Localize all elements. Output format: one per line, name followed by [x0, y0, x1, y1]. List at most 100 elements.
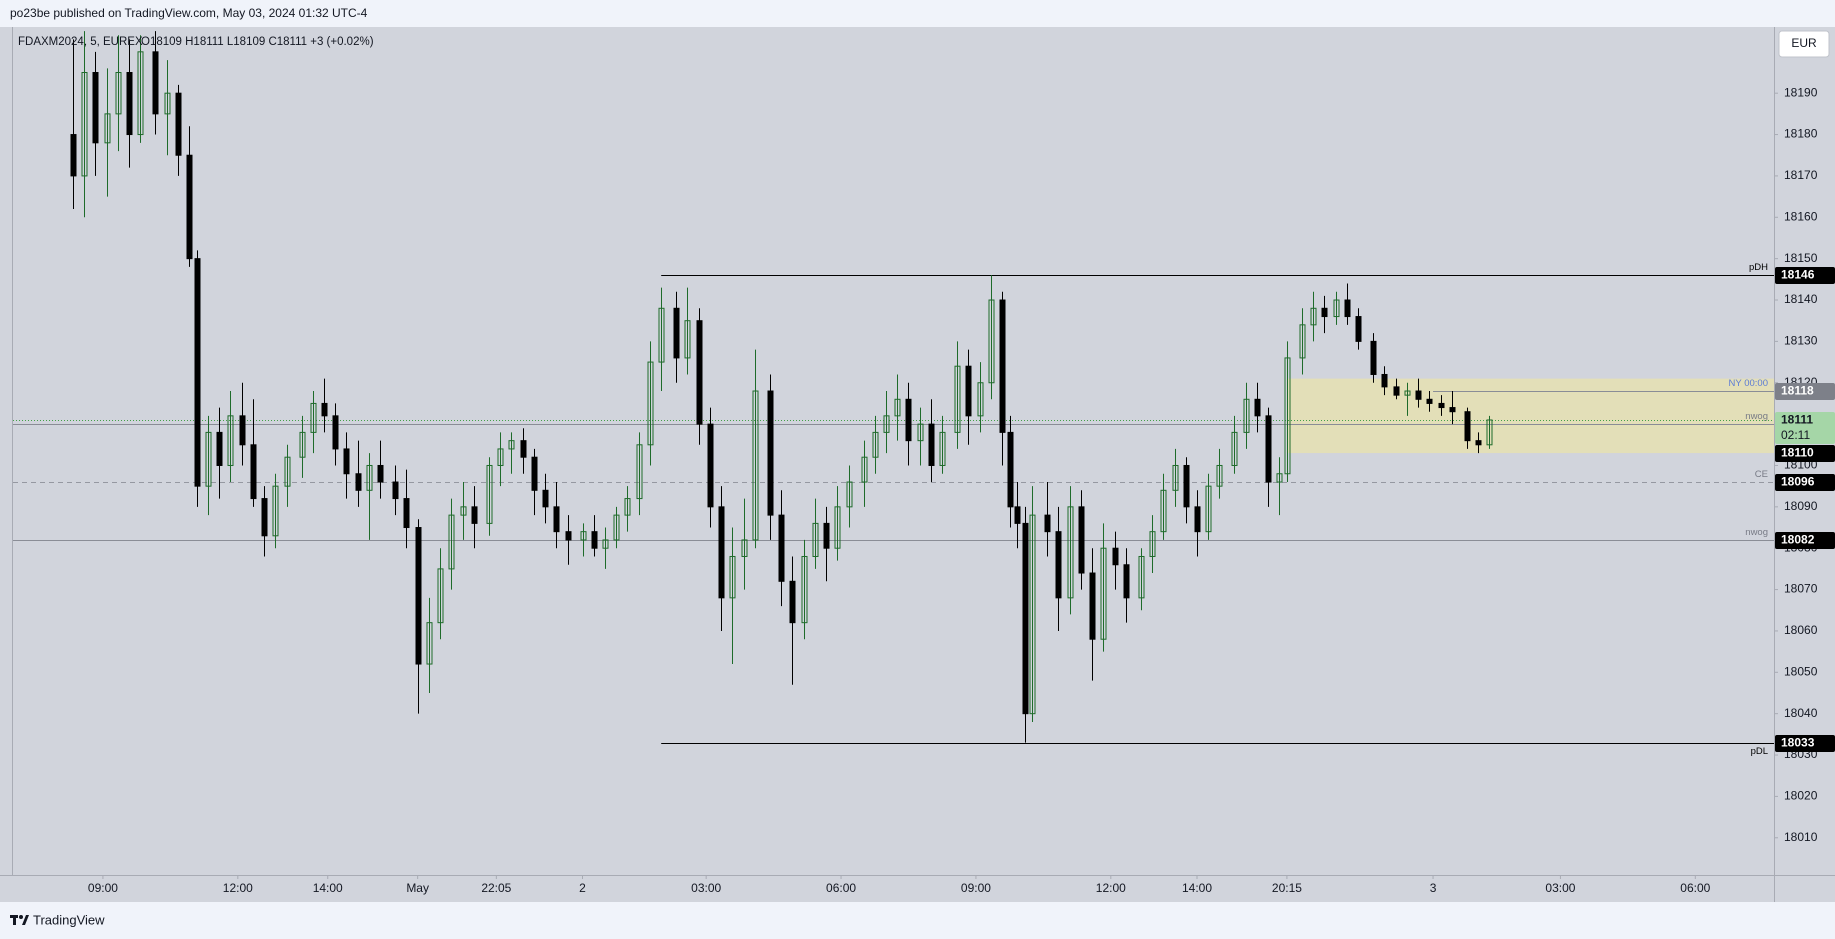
- candle-body: [553, 506, 560, 533]
- candle-body: [1078, 506, 1085, 574]
- candle-body: [426, 622, 433, 665]
- candle-body: [1055, 531, 1062, 599]
- candle-body: [789, 580, 796, 624]
- candle-body: [366, 464, 373, 491]
- candle-body: [1475, 440, 1482, 446]
- candle-body: [591, 531, 598, 549]
- level-label: nwog: [1745, 527, 1768, 538]
- candle-body: [999, 299, 1006, 433]
- candle-body: [310, 402, 317, 433]
- candle-body: [1138, 555, 1145, 599]
- candle-body: [1438, 402, 1445, 409]
- tradingview-logo: [10, 915, 29, 925]
- candle-body: [1254, 398, 1261, 417]
- candle-body: [988, 299, 995, 384]
- candle-body: [846, 481, 853, 508]
- price-tag: [1775, 412, 1835, 444]
- candle-body: [905, 398, 912, 442]
- x-tick-label: 12:00: [1096, 881, 1126, 895]
- candle-body: [752, 390, 759, 541]
- candle-body: [696, 320, 703, 425]
- candle-body: [1160, 489, 1167, 533]
- level-label: nwog: [1745, 411, 1768, 422]
- level-label: pDH: [1749, 262, 1768, 273]
- candle-body: [284, 456, 291, 487]
- candle-body: [1486, 419, 1493, 446]
- candle-body: [613, 514, 620, 541]
- level-label: pDL: [1751, 746, 1768, 757]
- plot: pDH NY 00:00 nwog CE nwog pDL: [13, 31, 1774, 757]
- candle-body: [812, 522, 819, 557]
- candle-body: [894, 398, 901, 417]
- candle-body: [1183, 464, 1190, 508]
- candle-body: [1205, 485, 1212, 533]
- candle-body: [883, 415, 890, 433]
- top-bar: [0, 0, 1835, 27]
- candle-body: [658, 307, 665, 363]
- candle-body: [448, 514, 455, 570]
- price-tag-label: 18111: [1781, 413, 1813, 427]
- x-tick-label: 06:00: [1680, 881, 1710, 895]
- x-tick-label: 03:00: [1545, 881, 1575, 895]
- candle-body: [126, 72, 133, 136]
- footer-brand: TradingView: [33, 912, 105, 927]
- candle-body: [250, 444, 257, 500]
- y-tick-label: 18050: [1784, 664, 1818, 678]
- candle-body: [186, 154, 193, 260]
- currency-button[interactable]: [1778, 30, 1830, 58]
- candle-body: [1112, 547, 1119, 566]
- candle-body: [801, 555, 808, 624]
- candle-body: [1007, 431, 1014, 508]
- price-tag-label: 18118: [1781, 384, 1814, 398]
- candle-body: [175, 92, 182, 156]
- legend-ohlc: O18109 H18111 L18109 C18111 +3 (+0.02%): [141, 36, 374, 48]
- candle-body: [261, 498, 268, 537]
- candle-body: [602, 539, 609, 549]
- candle-body: [415, 527, 422, 665]
- x-tick-label: 09:00: [88, 881, 118, 895]
- candle-body: [1299, 324, 1306, 359]
- candle-body: [917, 423, 924, 442]
- candle-body: [205, 431, 212, 487]
- candle-body: [778, 514, 785, 582]
- currency[interactable]: EUR: [1791, 36, 1817, 50]
- candle-body: [508, 440, 515, 450]
- candle-body: [928, 423, 935, 466]
- candle-body: [565, 531, 572, 541]
- candle-body: [767, 390, 774, 516]
- price-tag-label: 18096: [1781, 475, 1815, 489]
- x-tick-label: 22:05: [481, 881, 511, 895]
- candle-body: [239, 415, 246, 446]
- candle-body: [81, 72, 88, 177]
- candle-body: [965, 365, 972, 417]
- candle-body: [741, 539, 748, 557]
- candle-body: [377, 464, 384, 483]
- candle-body: [1404, 390, 1411, 396]
- candle-body: [1265, 415, 1272, 483]
- candle-body: [1022, 522, 1029, 715]
- candle-body: [1044, 514, 1051, 533]
- bottom-bar: [0, 902, 1835, 939]
- x-tick-label: 14:00: [313, 881, 343, 895]
- candle-body: [497, 448, 504, 466]
- y-tick-label: 18060: [1784, 623, 1818, 637]
- candle-body: [194, 258, 201, 487]
- x-tick-label: 3: [1430, 881, 1437, 895]
- candle-body: [1310, 307, 1317, 326]
- candle-body: [227, 415, 234, 466]
- candle-body: [531, 456, 538, 491]
- candle-body: [164, 92, 171, 115]
- countdown: 02:11: [1781, 428, 1810, 442]
- candle-body: [707, 423, 714, 508]
- candle-body: [580, 531, 587, 541]
- y-tick-label: 18190: [1784, 85, 1818, 99]
- candles: [70, 31, 1493, 743]
- x-tick-label: 03:00: [691, 881, 721, 895]
- price-tag: [1775, 267, 1835, 284]
- candle-body: [115, 72, 122, 115]
- candle-body: [1216, 464, 1223, 487]
- candle-body: [332, 415, 339, 450]
- y-tick-label: 18070: [1784, 582, 1818, 596]
- candle-body: [152, 51, 159, 115]
